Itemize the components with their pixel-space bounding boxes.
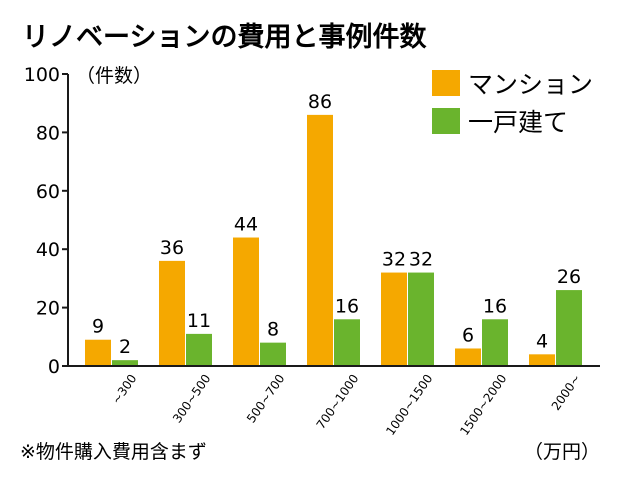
- x-tick-label-4: 1000~1500: [383, 372, 435, 438]
- data-labels: 92 36 11 44 8 86 16 32 32 6 16 4 26: [92, 91, 581, 358]
- y-tick-label: 40: [36, 239, 60, 261]
- x-axis-tick-labels: ~300 300~500 500~700 700~1000 1000~1500 1500~…: [109, 372, 583, 438]
- bar-mansion-1: [159, 260, 185, 366]
- data-label-mansion-4: 32: [382, 249, 406, 271]
- y-tick-label: 80: [36, 122, 60, 144]
- data-label-house-6: 26: [557, 266, 581, 288]
- data-label-house-1: 11: [187, 310, 211, 332]
- footnote: ※物件購入費用含まず: [20, 441, 207, 463]
- bar-mansion-3: [307, 114, 333, 366]
- data-label-house-0: 2: [119, 336, 131, 358]
- data-label-house-5: 16: [483, 295, 507, 317]
- bar-house-5: [482, 319, 508, 366]
- bar-mansion-0: [85, 339, 111, 366]
- bar-house-0: [112, 360, 138, 366]
- x-tick-label-2: 500~700: [244, 372, 288, 426]
- chart-title: リノベーションの費用と事例件数: [22, 22, 427, 53]
- data-label-mansion-1: 36: [160, 237, 184, 259]
- x-tick-label-5: 1500~2000: [457, 372, 509, 438]
- y-tick-label: 60: [36, 181, 60, 203]
- data-label-house-2: 8: [267, 319, 279, 341]
- bar-house-1: [186, 333, 212, 366]
- bar-house-2: [260, 342, 286, 366]
- y-tick-label: 0: [48, 356, 60, 378]
- data-label-house-4: 32: [409, 249, 433, 271]
- legend-label-1: 一戸建て: [468, 108, 568, 137]
- bar-house-4: [408, 272, 434, 366]
- bar-mansion-6: [529, 354, 555, 366]
- data-label-house-3: 16: [335, 295, 359, 317]
- x-tick-label-0: ~300: [109, 372, 139, 407]
- x-tick-label-3: 700~1000: [314, 372, 362, 432]
- bar-mansion-5: [455, 348, 481, 366]
- x-axis-unit-label: （万円）: [524, 441, 600, 463]
- legend-swatch-0: [432, 70, 460, 96]
- data-label-mansion-0: 9: [92, 316, 104, 338]
- data-label-mansion-2: 44: [234, 214, 258, 236]
- y-axis-ticks: 0 20 40 60 80 100: [24, 64, 68, 378]
- data-label-mansion-3: 86: [308, 91, 332, 113]
- x-tick-label-1: 300~500: [170, 372, 214, 426]
- data-label-mansion-6: 4: [536, 330, 548, 352]
- bar-house-6: [556, 290, 582, 366]
- legend-label-0: マンション: [468, 70, 593, 99]
- y-tick-label: 20: [36, 298, 60, 320]
- x-tick-label-6: 2000~: [549, 372, 584, 413]
- bar-house-3: [334, 319, 360, 366]
- bar-mansion-4: [381, 272, 407, 366]
- bar-mansion-2: [233, 237, 259, 366]
- bars: [85, 114, 582, 366]
- y-axis-unit-label: （件数）: [76, 65, 152, 87]
- legend-swatch-1: [432, 108, 460, 134]
- y-tick-label: 100: [24, 64, 60, 86]
- data-label-mansion-5: 6: [462, 324, 474, 346]
